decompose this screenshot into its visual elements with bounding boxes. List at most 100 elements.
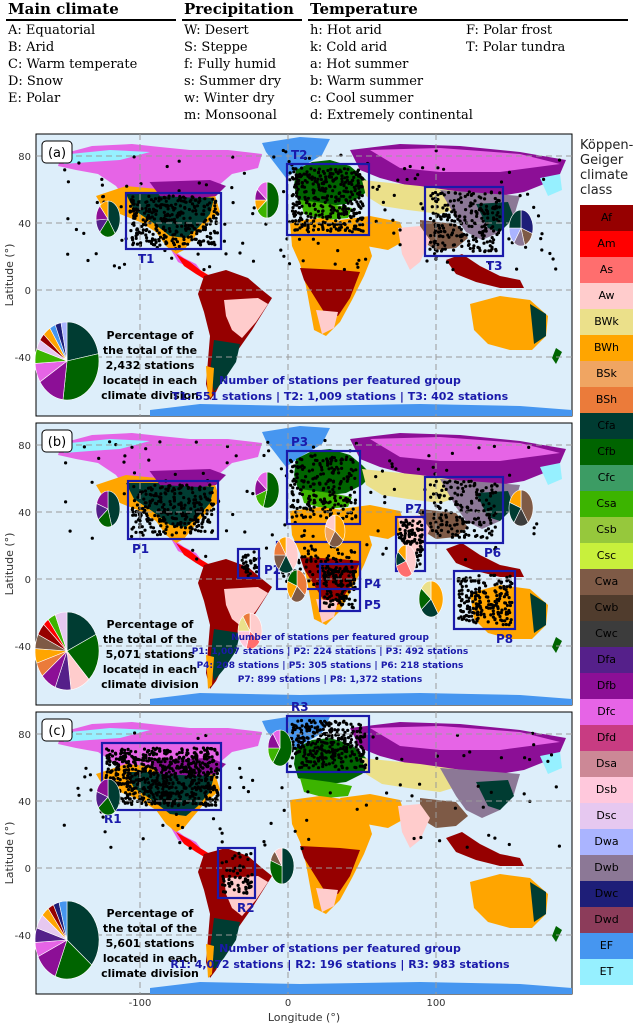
station-point — [154, 212, 158, 216]
station-point — [206, 498, 210, 502]
station-point — [133, 758, 137, 762]
kg-swatch-am — [580, 231, 633, 257]
station-point — [357, 751, 361, 755]
station-point — [101, 195, 105, 199]
station-point — [136, 757, 140, 761]
station-point — [221, 890, 226, 894]
station-point — [451, 228, 456, 232]
station-point — [131, 195, 135, 199]
station-point — [343, 730, 347, 734]
station-point — [311, 534, 315, 538]
station-point — [147, 785, 151, 789]
station-point — [308, 570, 312, 574]
station-point — [465, 618, 469, 622]
station-point — [316, 725, 320, 729]
station-point — [342, 719, 346, 723]
temperature-item: c: Cool summer — [310, 91, 414, 106]
station-point — [155, 793, 159, 797]
station-point — [343, 503, 347, 508]
station-point — [156, 514, 160, 518]
pie-charts — [34, 181, 534, 980]
station-point — [455, 529, 459, 533]
station-point — [190, 231, 194, 235]
station-point — [209, 767, 213, 771]
station-point — [333, 199, 338, 203]
station-point — [438, 516, 442, 520]
station-point — [137, 200, 141, 204]
station-point — [489, 507, 493, 511]
station-point — [321, 488, 325, 492]
station-point — [474, 490, 479, 494]
kg-swatch-dwb — [580, 855, 633, 881]
station-point — [484, 584, 488, 588]
station-point — [381, 200, 385, 204]
panel-label-b-text: (b) — [48, 435, 66, 450]
station-point — [319, 472, 323, 476]
station-point — [130, 445, 134, 449]
station-point — [331, 480, 335, 484]
kg-label-cfa: Cfa — [597, 419, 616, 432]
header-rule — [6, 19, 176, 21]
station-point — [496, 211, 500, 215]
station-point — [444, 487, 448, 491]
station-point — [290, 176, 295, 180]
station-point — [244, 885, 248, 889]
station-point — [460, 517, 464, 521]
station-point — [307, 727, 311, 731]
station-point — [199, 765, 203, 769]
station-point — [196, 508, 200, 512]
station-point — [493, 196, 497, 201]
station-point — [204, 733, 208, 738]
station-point — [332, 574, 336, 578]
station-point — [97, 456, 101, 460]
station-point — [148, 216, 152, 220]
station-point — [452, 243, 456, 247]
station-point — [202, 204, 206, 208]
station-point — [287, 262, 292, 266]
kg-label-dsa: Dsa — [596, 757, 617, 770]
station-point — [298, 750, 302, 754]
station-point — [457, 225, 461, 229]
station-point — [365, 543, 369, 547]
station-point — [154, 752, 159, 756]
station-point — [132, 216, 136, 220]
station-point — [161, 226, 165, 231]
station-point — [175, 224, 179, 229]
station-point — [168, 214, 172, 218]
station-point — [171, 769, 175, 773]
station-point — [482, 520, 486, 525]
station-point — [319, 177, 323, 182]
station-point — [101, 815, 105, 819]
station-point — [466, 506, 470, 510]
station-point — [114, 752, 118, 756]
pie-caption-line: Percentage of — [107, 329, 194, 342]
station-point — [191, 774, 195, 778]
station-point — [312, 493, 316, 497]
pie-slice — [274, 847, 283, 867]
station-point — [492, 513, 496, 517]
station-point — [491, 612, 496, 616]
station-point — [185, 748, 189, 752]
ytick: 0 — [25, 286, 31, 297]
station-point — [324, 583, 328, 587]
station-point — [233, 875, 237, 879]
station-point — [160, 792, 164, 797]
station-point — [429, 234, 433, 238]
station-point — [312, 749, 316, 753]
station-point — [339, 504, 343, 508]
station-point — [202, 755, 206, 759]
station-point — [471, 610, 475, 615]
station-point — [459, 609, 463, 613]
station-point — [302, 738, 306, 743]
station-point — [186, 242, 190, 246]
station-point — [198, 802, 202, 806]
pie-large-a — [34, 321, 100, 401]
station-point — [491, 205, 495, 209]
station-point — [495, 217, 499, 221]
station-point — [329, 457, 333, 461]
kg-label-cfc: Cfc — [597, 471, 616, 484]
station-point — [175, 215, 179, 219]
station-point — [462, 480, 466, 484]
station-point — [179, 233, 184, 237]
station-point — [329, 194, 334, 199]
